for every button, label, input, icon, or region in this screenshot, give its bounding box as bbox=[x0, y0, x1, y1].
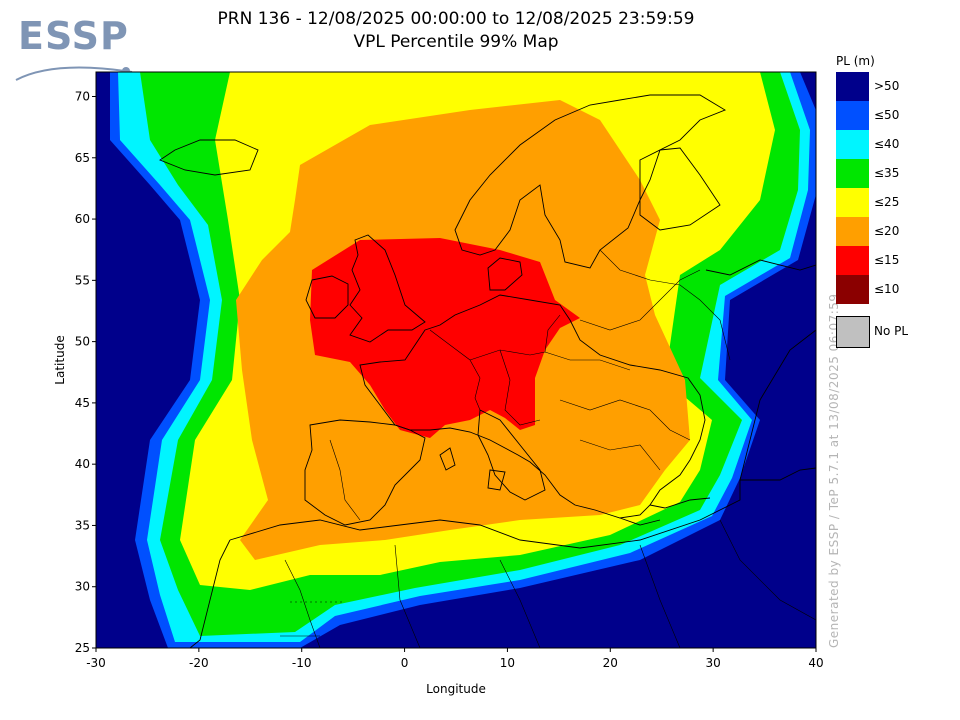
x-axis-label: Longitude bbox=[426, 682, 486, 696]
no-pl-label: No PL bbox=[874, 324, 909, 338]
legend-title: PL (m) bbox=[836, 54, 875, 68]
legend-swatch bbox=[836, 217, 869, 246]
y-tick-label: 35 bbox=[75, 518, 90, 532]
x-tick-label: -10 bbox=[292, 656, 312, 670]
legend-label: ≤50 bbox=[874, 108, 900, 122]
y-tick-label: 50 bbox=[75, 335, 90, 349]
y-tick-label: 40 bbox=[75, 457, 90, 471]
legend-label: ≤15 bbox=[874, 253, 900, 267]
y-tick-label: 70 bbox=[75, 90, 90, 104]
y-tick-label: 45 bbox=[75, 396, 90, 410]
legend-swatch bbox=[836, 130, 869, 159]
y-axis: 25 30 35 40 45 50 55 60 65 70 bbox=[75, 90, 96, 655]
country-borders bbox=[280, 249, 816, 648]
x-tick-label: -30 bbox=[86, 656, 106, 670]
x-tick-label: 0 bbox=[401, 656, 409, 670]
chart-title: PRN 136 - 12/08/2025 00:00:00 to 12/08/2… bbox=[217, 9, 695, 29]
y-axis-label: Latitude bbox=[53, 335, 67, 384]
legend-label: ≤25 bbox=[874, 195, 900, 209]
x-tick-label: -20 bbox=[189, 656, 209, 670]
x-tick-label: 10 bbox=[500, 656, 515, 670]
legend-swatch bbox=[836, 188, 869, 217]
y-tick-label: 60 bbox=[75, 212, 90, 226]
legend-label: ≤40 bbox=[874, 137, 900, 151]
y-tick-label: 65 bbox=[75, 151, 90, 165]
legend-label: ≤35 bbox=[874, 166, 900, 180]
no-pl-swatch bbox=[836, 316, 870, 348]
legend-swatch bbox=[836, 246, 869, 275]
legend-swatch bbox=[836, 159, 869, 188]
x-tick-label: 40 bbox=[808, 656, 823, 670]
legend-label: ≤10 bbox=[874, 282, 900, 296]
y-tick-label: 55 bbox=[75, 273, 90, 287]
coastlines bbox=[159, 94, 816, 648]
legend-label: >50 bbox=[874, 79, 900, 93]
x-tick-label: 20 bbox=[603, 656, 618, 670]
x-tick-label: 30 bbox=[706, 656, 721, 670]
legend-swatch bbox=[836, 101, 869, 130]
x-axis: -30 -20 -10 0 10 20 30 40 bbox=[86, 648, 824, 670]
zone-le15 bbox=[310, 238, 580, 438]
y-tick-label: 30 bbox=[75, 580, 90, 594]
legend-label: ≤20 bbox=[874, 224, 900, 238]
legend-swatch bbox=[836, 72, 869, 101]
chart-subtitle: VPL Percentile 99% Map bbox=[353, 32, 559, 52]
plot-frame bbox=[95, 71, 817, 649]
logo-text: ESSP bbox=[18, 14, 129, 58]
legend-swatch bbox=[836, 275, 869, 304]
y-tick-label: 25 bbox=[75, 641, 90, 655]
map-plot-area bbox=[96, 72, 816, 648]
